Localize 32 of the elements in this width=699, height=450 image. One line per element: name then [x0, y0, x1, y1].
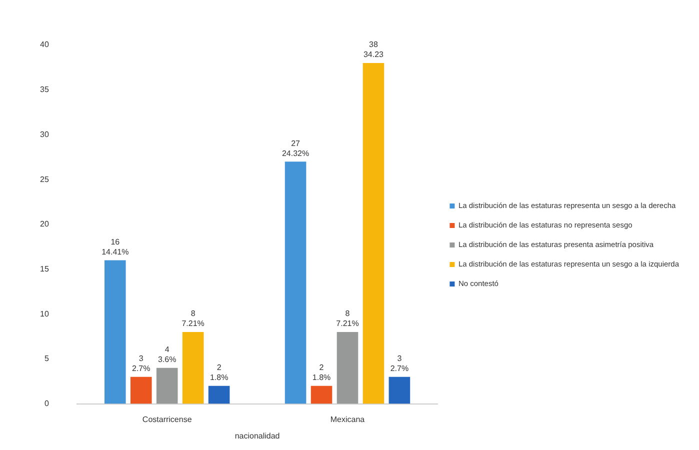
data-label: 27 24.32% [282, 138, 310, 158]
data-label: 38 34.23 [363, 40, 384, 60]
bar [362, 62, 384, 404]
x-tick-label: Costarricense [142, 414, 192, 424]
data-label: 2 1.8% [312, 363, 331, 382]
bar [208, 386, 230, 404]
data-label: 3 2.7% [132, 354, 150, 374]
data-label: 8 7.21% [336, 309, 359, 328]
bar [284, 162, 306, 404]
y-tick-label: 40 [40, 40, 50, 50]
y-tick-label: 5 [44, 354, 50, 364]
y-tick-label: 30 [40, 130, 50, 139]
data-label: 2 1.8% [210, 363, 228, 382]
bar [104, 260, 126, 404]
y-tick-label: 25 [40, 174, 50, 184]
bar [156, 368, 178, 404]
bar [182, 332, 204, 404]
bar [130, 376, 152, 404]
bar [388, 376, 410, 404]
y-tick-label: 10 [40, 309, 50, 318]
y-tick-label: 20 [40, 220, 50, 229]
x-tick-label: Mexicana [330, 414, 366, 424]
data-label: 4 3.6% [158, 345, 176, 364]
y-tick-label: 35 [40, 85, 50, 94]
data-label: 16 14.41% [102, 237, 129, 256]
y-tick-label: 15 [40, 264, 50, 274]
bar [310, 386, 332, 404]
y-tick-label: 0 [44, 399, 50, 408]
x-axis-title: nacionalidad [234, 431, 280, 440]
data-label: 8 7.21% [182, 309, 204, 328]
data-label: 3 2.7% [390, 354, 409, 374]
bar [336, 332, 358, 404]
